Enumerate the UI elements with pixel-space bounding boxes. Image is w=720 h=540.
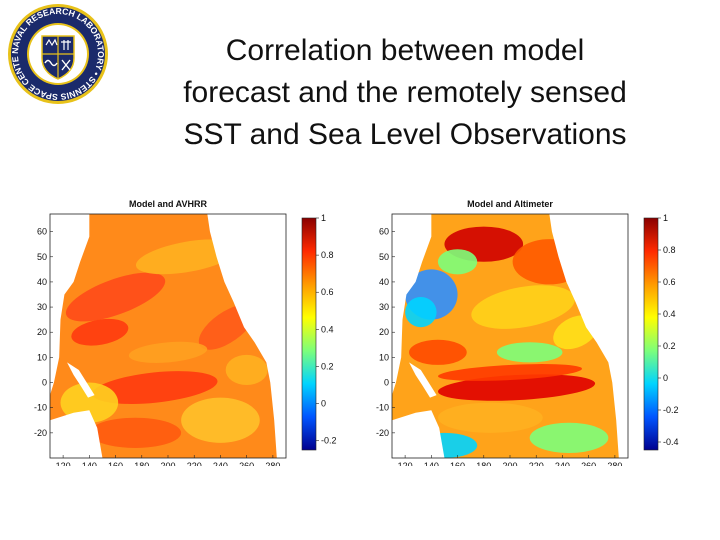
colorbar-tick-label: 1 — [663, 213, 668, 223]
x-tick-label: 140 — [82, 461, 97, 466]
correlation-band — [437, 402, 543, 433]
title-line: Correlation between model — [225, 34, 585, 67]
colorbar — [301, 217, 317, 451]
land-americas — [549, 214, 628, 458]
trident-icon — [45, 38, 58, 47]
y-tick-label: 60 — [379, 227, 389, 237]
y-tick-label: 50 — [379, 252, 389, 262]
x-tick-label: 160 — [108, 461, 123, 466]
x-tick-label: 220 — [529, 461, 544, 466]
y-tick-label: 30 — [37, 302, 47, 312]
chart-title: Model and AVHRR — [129, 199, 207, 209]
correlation-band — [437, 374, 596, 401]
correlation-band — [92, 371, 218, 404]
colorbar — [643, 217, 659, 451]
x-tick-label: 280 — [265, 461, 280, 466]
land-islands — [67, 362, 95, 398]
y-tick-label: 10 — [37, 352, 47, 362]
colorbar-tick-label: -0.4 — [663, 437, 679, 447]
x-tick-label: 200 — [160, 461, 175, 466]
x-tick-label: 200 — [502, 461, 517, 466]
colorbar-tick-label: 0.4 — [663, 309, 676, 319]
correlation-band — [529, 422, 609, 453]
chart-model-avhrr: Model and AVHRR 60 50 40 30 20 10 0 -10 -20 120 140… — [22, 196, 358, 466]
title-line: forecast and the remotely sensed — [183, 76, 627, 109]
colorbar-tick-label: 0.8 — [663, 245, 676, 255]
land-islands — [409, 362, 437, 398]
colorbar-tick-label: 0.2 — [663, 341, 676, 351]
y-tick-label: -20 — [376, 428, 389, 438]
correlation-band — [405, 297, 437, 328]
colorbar-tick-label: -0.2 — [663, 405, 679, 415]
chart-model-altimeter: Model and Altimeter 60 50 40 30 20 10 0 -10 -20 12… — [364, 196, 700, 466]
correlation-map — [50, 214, 286, 458]
x-tick-label: 260 — [239, 461, 254, 466]
wave-icon — [44, 59, 58, 67]
x-tick-label: 180 — [476, 461, 491, 466]
atom-icon — [61, 40, 71, 50]
y-tick-label: 20 — [37, 327, 47, 337]
land-asia — [50, 214, 90, 396]
y-tick-label: 50 — [37, 252, 47, 262]
land-americas — [207, 214, 286, 458]
y-tick-label: -10 — [376, 403, 389, 413]
correlation-band — [65, 272, 166, 322]
y-tick-label: 40 — [37, 277, 47, 287]
x-tick-label: 240 — [213, 461, 228, 466]
colorbar-tick-label: 0.4 — [321, 324, 334, 334]
x-tick-label: 240 — [555, 461, 570, 466]
x-tick-label: 160 — [450, 461, 465, 466]
land-asia — [392, 214, 432, 396]
correlation-band — [71, 318, 129, 346]
correlation-band — [437, 364, 583, 381]
correlation-band — [437, 249, 478, 275]
correlation-band — [471, 285, 575, 329]
slide-title: Correlation between model forecast and t… — [120, 30, 690, 156]
correlation-band — [181, 397, 260, 443]
x-tick-label: 220 — [187, 461, 202, 466]
correlation-band — [128, 341, 208, 363]
crossed-icon — [61, 59, 71, 71]
x-tick-label: 140 — [424, 461, 439, 466]
land-australia — [50, 410, 103, 458]
x-tick-label: 120 — [56, 461, 71, 466]
y-tick-label: 0 — [384, 378, 389, 388]
y-tick-label: -10 — [34, 403, 47, 413]
y-tick-label: -20 — [34, 428, 47, 438]
correlation-band — [496, 342, 563, 363]
x-tick-label: 280 — [607, 461, 622, 466]
colorbar-tick-label: 0 — [663, 373, 668, 383]
colorbar-tick-label: 0 — [321, 399, 326, 409]
y-tick-label: 0 — [42, 378, 47, 388]
y-tick-label: 30 — [379, 302, 389, 312]
colorbar-tick-label: 1 — [321, 213, 326, 223]
chart-altimeter-svg: Model and Altimeter6050403020100-10-2012… — [376, 199, 679, 466]
y-tick-label: 60 — [37, 227, 47, 237]
colorbar-tick-label: 0.2 — [321, 361, 334, 371]
y-tick-label: 20 — [379, 327, 389, 337]
colorbar-tick-label: 0.6 — [321, 287, 334, 297]
chart-title: Model and Altimeter — [467, 199, 553, 209]
correlation-band — [225, 354, 268, 386]
x-tick-label: 120 — [398, 461, 413, 466]
correlation-band — [135, 239, 240, 275]
correlation-band — [409, 339, 467, 365]
colorbar-tick-label: 0.6 — [663, 277, 676, 287]
correlation-map — [392, 214, 628, 458]
colorbar-tick-label: -0.2 — [321, 436, 337, 446]
x-tick-label: 180 — [134, 461, 149, 466]
title-line: SST and Sea Level Observations — [183, 118, 627, 151]
colorbar-tick-label: 0.8 — [321, 250, 334, 260]
correlation-band — [89, 417, 182, 448]
y-tick-label: 10 — [379, 352, 389, 362]
land-australia — [392, 410, 445, 458]
y-tick-label: 40 — [379, 277, 389, 287]
nrl-logo: NAVAL RESEARCH LABORATORY • STENNIS SPAC… — [3, 0, 110, 106]
x-tick-label: 260 — [581, 461, 596, 466]
